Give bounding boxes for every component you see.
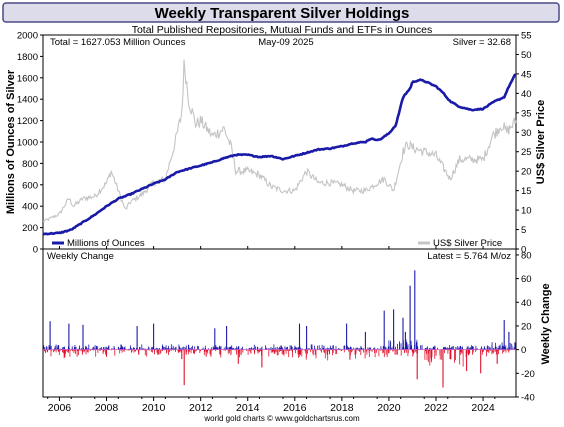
y-tick-label-left: 1400 — [17, 95, 38, 106]
y-axis-label-right: US$ Silver Price — [535, 100, 547, 184]
chart-title: Weekly Transparent Silver Holdings — [155, 5, 410, 22]
footer-credit: world gold charts © www.goldchartsrus.co… — [203, 414, 360, 423]
y-tick-label-weekly: 60 — [521, 274, 532, 285]
chart-subtitle: Total Published Repositories, Mutual Fun… — [132, 24, 433, 36]
title-band — [2, 2, 560, 23]
y-tick-label-right: 10 — [521, 206, 532, 217]
x-tick-label: 2006 — [48, 402, 72, 414]
y-tick-label-right: 15 — [521, 186, 532, 197]
price-line — [42, 59, 517, 223]
price-annotation: Silver = 32.68 — [453, 37, 511, 48]
y-tick-label-left: 0 — [33, 245, 38, 256]
y-tick-label-right: 0 — [521, 245, 526, 256]
y-tick-label-weekly: -20 — [521, 369, 535, 380]
date-annotation: May-09 2025 — [258, 37, 313, 48]
y-axis-label-weekly: Weekly Change — [540, 283, 552, 364]
x-tick-label: 2008 — [95, 402, 119, 414]
y-tick-label-right: 50 — [521, 50, 532, 61]
y-tick-label-weekly: -40 — [521, 393, 535, 404]
weekly-change-bars — [43, 270, 516, 388]
y-tick-label-left: 1200 — [17, 116, 38, 127]
y-tick-label-right: 5 — [521, 225, 526, 236]
total-annotation: Total = 1627.053 Million Ounces — [50, 37, 186, 48]
x-tick-label: 2024 — [471, 402, 495, 414]
holdings-series — [42, 73, 517, 236]
x-tick-label: 2014 — [236, 402, 260, 414]
y-tick-label-left: 2000 — [17, 31, 38, 42]
y-tick-label-right: 45 — [521, 69, 532, 80]
x-tick-label: 2010 — [142, 402, 166, 414]
y-tick-label-weekly: 80 — [521, 250, 532, 261]
y-tick-label-left: 600 — [22, 180, 38, 191]
y-tick-label-left: 800 — [22, 159, 38, 170]
top-panel — [42, 34, 517, 250]
y-tick-label-left: 200 — [22, 223, 38, 234]
y-tick-label-left: 1800 — [17, 52, 38, 63]
holdings-line — [42, 73, 517, 236]
x-tick-label: 2020 — [377, 402, 401, 414]
legend-price-label: US$ Silver Price — [433, 238, 502, 249]
x-tick-label: 2016 — [283, 402, 307, 414]
bottom-panel — [42, 248, 517, 398]
y-tick-label-right: 35 — [521, 108, 532, 119]
y-tick-label-left: 400 — [22, 202, 38, 213]
y-tick-label-right: 40 — [521, 89, 532, 100]
y-tick-label-right: 25 — [521, 147, 532, 158]
y-tick-label-left: 1000 — [17, 138, 38, 149]
weekly-change-label: Weekly Change — [47, 251, 114, 262]
price-series — [42, 59, 517, 223]
y-tick-label-weekly: 20 — [521, 321, 532, 332]
y-tick-label-weekly: 40 — [521, 298, 532, 309]
x-tick-label: 2018 — [330, 402, 354, 414]
y-tick-label-right: 55 — [521, 31, 532, 42]
y-axis-label-left: Millions of Ounces of Silver — [5, 69, 17, 214]
x-tick-label: 2022 — [424, 402, 448, 414]
axis-ticks: 0200400600800100012001400160018002000051… — [17, 31, 535, 415]
latest-annotation: Latest = 5.764 M/oz — [427, 251, 511, 262]
y-tick-label-weekly: 0 — [521, 345, 526, 356]
y-tick-label-right: 30 — [521, 128, 532, 139]
legend-holdings-label: Millions of Ounces — [67, 238, 145, 249]
y-tick-label-left: 1600 — [17, 73, 38, 84]
x-tick-label: 2012 — [189, 402, 213, 414]
y-tick-label-right: 20 — [521, 167, 532, 178]
